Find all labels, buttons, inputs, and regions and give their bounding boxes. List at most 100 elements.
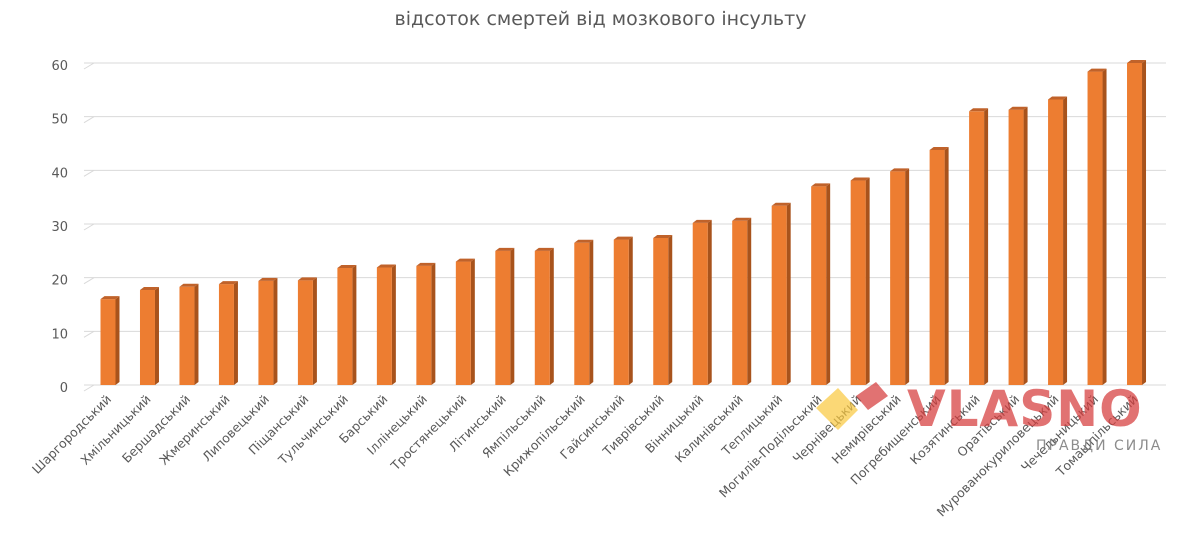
bar-top xyxy=(139,287,159,291)
gridline-depth xyxy=(83,223,95,231)
bar-side xyxy=(154,287,159,385)
bar-top xyxy=(218,281,238,285)
bar-front xyxy=(1008,109,1024,385)
y-tick-label: 20 xyxy=(51,274,68,289)
bar xyxy=(811,183,831,385)
bar xyxy=(258,277,278,385)
bar-top xyxy=(811,183,831,187)
bar xyxy=(732,217,752,385)
bar-top xyxy=(1008,106,1028,110)
bar-front xyxy=(455,261,471,385)
gridline-depth xyxy=(83,384,95,392)
y-tick-label: 10 xyxy=(51,327,68,342)
watermark-tagline: ПРАВДИ СИЛА xyxy=(1036,438,1163,454)
bar xyxy=(337,265,357,385)
vlasno-logo-icon xyxy=(816,382,888,430)
y-tick-label: 50 xyxy=(51,113,68,128)
x-category-label: Хмільницький xyxy=(77,392,153,468)
bar-side xyxy=(549,247,554,385)
bar-front xyxy=(376,267,392,385)
bar-side xyxy=(747,217,752,385)
watermark-brand: VLASNO xyxy=(907,380,1143,438)
bar-side xyxy=(826,183,831,385)
bar-front xyxy=(811,186,827,385)
bar-front xyxy=(574,242,590,385)
bar-side xyxy=(470,258,475,385)
bar xyxy=(139,287,159,385)
y-axis-ticks: 0 10 20 30 40 50 60 xyxy=(51,59,68,396)
bar-front xyxy=(1048,99,1064,385)
bar-front xyxy=(653,237,669,385)
bar-side xyxy=(312,277,317,385)
bar-front xyxy=(337,268,353,385)
bar-top xyxy=(850,177,870,181)
bar-side xyxy=(510,247,515,385)
bar xyxy=(376,264,396,385)
chart-title: відсоток смертей від мозкового інсульту xyxy=(394,8,807,30)
bar xyxy=(1008,106,1028,385)
bar-top xyxy=(376,264,396,268)
bar-side xyxy=(352,265,357,385)
bar-front xyxy=(1127,63,1143,385)
bar xyxy=(100,296,120,385)
bar-side xyxy=(984,108,989,386)
watermark: VLASNO ПРАВДИ СИЛА xyxy=(812,378,1172,458)
bar-front xyxy=(416,265,432,385)
bar xyxy=(455,258,475,385)
bar xyxy=(179,283,199,385)
y-tick-label: 0 xyxy=(60,381,68,396)
bar-side xyxy=(115,296,120,385)
bar xyxy=(890,168,910,385)
bar-side xyxy=(194,283,199,385)
bar xyxy=(613,236,633,385)
bar-top xyxy=(297,277,317,281)
bar-side xyxy=(391,264,396,385)
bar-top xyxy=(692,219,712,223)
bar-top xyxy=(732,217,752,221)
bar-top xyxy=(771,202,791,206)
bar-front xyxy=(1087,71,1103,385)
bar-front xyxy=(179,286,195,385)
bar xyxy=(574,239,594,385)
bar-top xyxy=(969,108,989,112)
y-tick-label: 30 xyxy=(51,220,68,235)
bar xyxy=(218,281,238,385)
bar xyxy=(929,146,949,385)
gridline-depth xyxy=(83,169,95,177)
bar-top xyxy=(416,262,436,266)
bar-side xyxy=(707,219,712,385)
y-tick-label: 40 xyxy=(51,166,68,181)
x-category-label: Жмеринський xyxy=(156,392,232,468)
bar-side xyxy=(233,281,238,385)
bar-front xyxy=(258,280,274,385)
bar xyxy=(771,202,791,385)
bar-front xyxy=(929,149,945,385)
bar-side xyxy=(865,177,870,385)
bar-front xyxy=(297,280,313,385)
bar-top xyxy=(100,296,120,300)
bar xyxy=(416,262,436,385)
bar-side xyxy=(628,236,633,385)
bar-front xyxy=(771,205,787,385)
bar-side xyxy=(1023,106,1028,385)
bar xyxy=(297,277,317,385)
bar-top xyxy=(929,146,949,150)
bar-side xyxy=(273,277,278,385)
x-category-label: Калинівський xyxy=(672,392,746,466)
bar-top xyxy=(1048,96,1068,100)
bar-top xyxy=(574,239,594,243)
bar-side xyxy=(1142,60,1147,385)
bar-top xyxy=(653,234,673,238)
bar-front xyxy=(850,180,866,385)
bar-top xyxy=(455,258,475,262)
bar-side xyxy=(589,239,594,385)
bar-side xyxy=(944,146,949,385)
bar-side xyxy=(786,202,791,385)
bar-front xyxy=(613,239,629,385)
bar xyxy=(1048,96,1068,385)
bar-front xyxy=(495,250,511,385)
bar-top xyxy=(534,247,554,251)
bar-top xyxy=(1127,60,1147,63)
gridline-depth xyxy=(83,277,95,285)
